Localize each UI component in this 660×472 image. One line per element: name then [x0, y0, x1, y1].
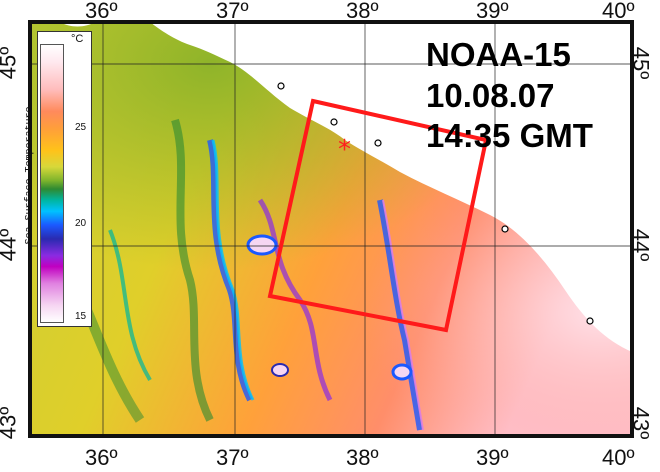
lon-tick-top-36: 36º — [85, 0, 118, 23]
site-marker-star: * — [338, 135, 351, 165]
lat-tick-left-45: 45º — [0, 46, 21, 80]
lat-tick-left-43: 43º — [0, 406, 21, 440]
satellite-name: NOAA-15 — [426, 36, 571, 73]
lat-tick-right-45: 45º — [628, 46, 654, 80]
legend-tick-20: 20 — [75, 218, 87, 229]
lon-tick-top-39: 39º — [476, 0, 509, 23]
temperature-legend — [37, 31, 92, 327]
lon-tick-top-38: 38º — [346, 0, 379, 23]
lat-tick-right-43: 43º — [628, 406, 654, 440]
lon-tick-bottom-39: 39º — [476, 445, 509, 470]
land-coast — [95, 22, 632, 352]
lat-tick-right-44: 44º — [628, 228, 654, 262]
lon-tick-top-37: 37º — [216, 0, 249, 23]
graticule — [30, 22, 632, 436]
legend-tick-15: 15 — [75, 311, 87, 322]
acquisition-time: 14:35 GMT — [426, 117, 593, 154]
acquisition-date: 10.08.07 — [426, 77, 555, 114]
legend-title: Sea Surface Temperature — [24, 106, 36, 245]
map-frame — [28, 20, 634, 438]
legend-color-bar — [40, 44, 64, 323]
lon-tick-bottom-36: 36º — [85, 445, 118, 470]
lat-tick-left-44: 44º — [0, 228, 21, 262]
lon-tick-bottom-40: 40º — [602, 445, 635, 470]
legend-tick-25: 25 — [75, 122, 87, 133]
study-area-box — [267, 98, 489, 333]
legend-unit: °C — [71, 33, 84, 45]
lon-tick-bottom-38: 38º — [346, 445, 379, 470]
lon-tick-top-40: 40º — [602, 0, 635, 23]
lon-tick-bottom-37: 37º — [216, 445, 249, 470]
station-markers — [277, 82, 594, 325]
